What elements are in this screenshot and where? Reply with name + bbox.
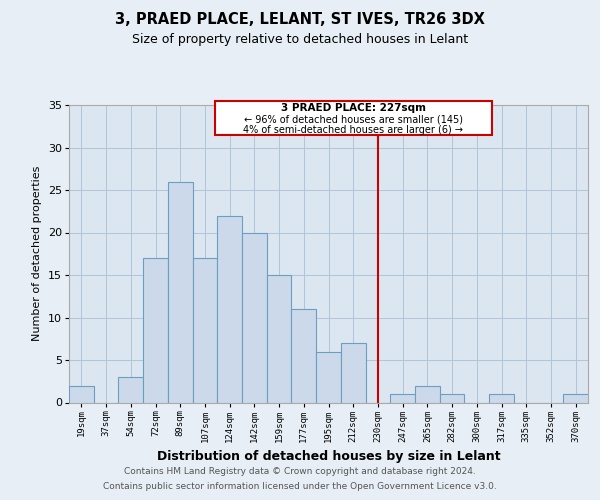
Text: Size of property relative to detached houses in Lelant: Size of property relative to detached ho…: [132, 32, 468, 46]
Bar: [69, 386, 94, 402]
FancyBboxPatch shape: [215, 101, 491, 134]
Bar: [292, 309, 316, 402]
Text: 3, PRAED PLACE, LELANT, ST IVES, TR26 3DX: 3, PRAED PLACE, LELANT, ST IVES, TR26 3D…: [115, 12, 485, 28]
X-axis label: Distribution of detached houses by size in Lelant: Distribution of detached houses by size …: [157, 450, 500, 463]
Bar: [118, 377, 143, 402]
Text: Contains HM Land Registry data © Crown copyright and database right 2024.: Contains HM Land Registry data © Crown c…: [124, 467, 476, 476]
Bar: [143, 258, 168, 402]
Bar: [217, 216, 242, 402]
Bar: [341, 343, 365, 402]
Bar: [168, 182, 193, 402]
Bar: [563, 394, 588, 402]
Bar: [440, 394, 464, 402]
Text: 4% of semi-detached houses are larger (6) →: 4% of semi-detached houses are larger (6…: [243, 124, 463, 134]
Bar: [489, 394, 514, 402]
Bar: [415, 386, 440, 402]
Bar: [242, 232, 267, 402]
Y-axis label: Number of detached properties: Number of detached properties: [32, 166, 43, 342]
Text: 3 PRAED PLACE: 227sqm: 3 PRAED PLACE: 227sqm: [281, 104, 426, 114]
Bar: [390, 394, 415, 402]
Bar: [316, 352, 341, 403]
Text: Contains public sector information licensed under the Open Government Licence v3: Contains public sector information licen…: [103, 482, 497, 491]
Bar: [193, 258, 217, 402]
Bar: [267, 275, 292, 402]
Text: ← 96% of detached houses are smaller (145): ← 96% of detached houses are smaller (14…: [244, 114, 463, 124]
